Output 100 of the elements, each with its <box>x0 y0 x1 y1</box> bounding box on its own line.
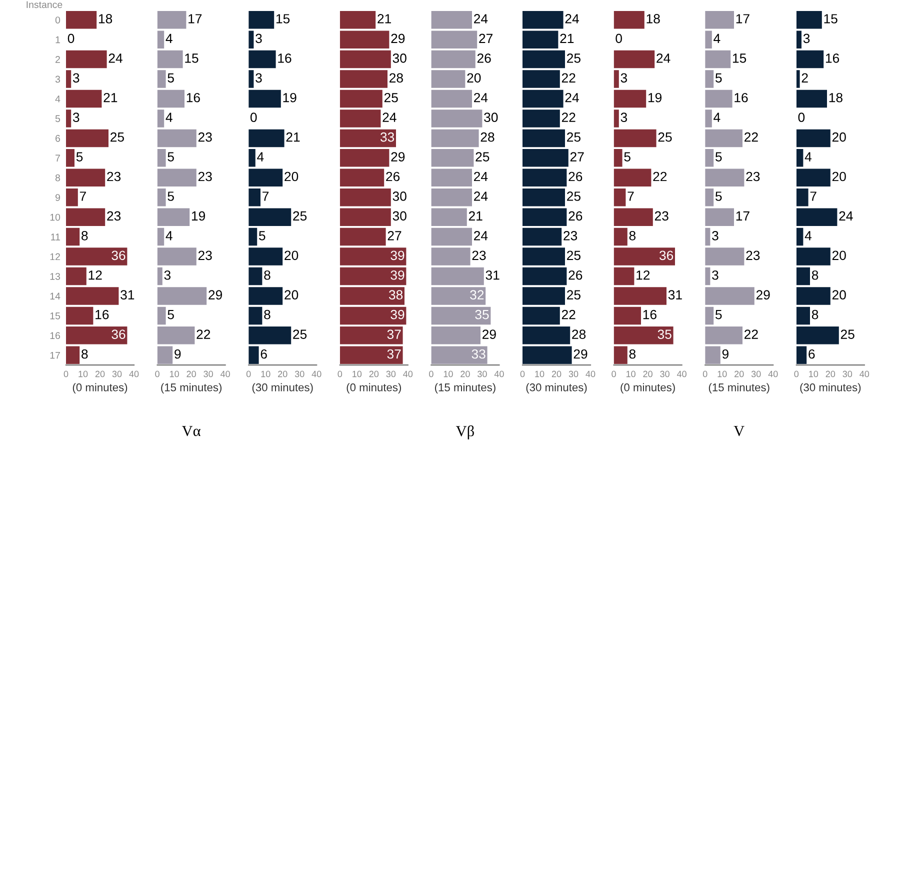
data-label: 23 <box>654 211 668 221</box>
bar <box>66 306 94 325</box>
x-tick-label: 0 <box>429 370 434 378</box>
x-tick-label: 20 <box>552 370 562 378</box>
bar <box>340 129 396 148</box>
x-tick-label: 10 <box>718 370 727 378</box>
data-label: 15 <box>732 54 746 63</box>
data-label: 8 <box>812 310 818 320</box>
bar <box>66 90 102 108</box>
data-label: 37 <box>387 330 401 339</box>
x-tick-label: 30 <box>842 370 852 378</box>
y-tick-label: 8 <box>55 174 60 182</box>
data-label: 31 <box>120 290 134 300</box>
bar <box>796 70 800 88</box>
data-label: 21 <box>560 34 574 43</box>
y-tick-label: 7 <box>56 154 60 162</box>
bar <box>340 228 386 246</box>
data-label: 8 <box>82 231 88 240</box>
data-label: 19 <box>648 92 662 102</box>
data-label: 3 <box>712 270 718 280</box>
x-tick-label: 40 <box>676 370 686 378</box>
x-tick-label: 0 <box>794 370 799 378</box>
data-label: 33 <box>472 349 486 359</box>
bar <box>431 188 472 206</box>
bar <box>248 10 274 29</box>
bar <box>614 248 675 266</box>
bar <box>431 168 472 187</box>
data-label: 27 <box>388 231 402 240</box>
data-label: 24 <box>839 211 853 220</box>
data-label: 30 <box>392 54 406 63</box>
data-label: 4 <box>714 34 720 43</box>
bar <box>796 228 804 246</box>
y-tick-label: 12 <box>50 253 60 260</box>
data-label: 7 <box>628 192 634 201</box>
bar <box>431 346 488 364</box>
bar <box>66 110 72 128</box>
bar <box>157 129 196 148</box>
data-label: 5 <box>168 192 174 201</box>
x-tick-label: 0 <box>338 370 342 378</box>
data-label: 21 <box>286 132 300 142</box>
bar <box>614 306 641 325</box>
bar <box>157 30 164 48</box>
bar <box>796 50 824 68</box>
bar <box>522 90 564 108</box>
data-label: 4 <box>804 231 812 240</box>
data-label: 24 <box>382 112 396 122</box>
y-tick-label: 14 <box>50 292 60 300</box>
bar <box>705 306 714 325</box>
bar <box>248 30 254 48</box>
bar <box>248 326 292 344</box>
data-label: 25 <box>384 92 398 102</box>
bar <box>66 168 106 187</box>
data-label: 23 <box>472 250 486 260</box>
bar <box>248 90 281 108</box>
bar <box>705 129 742 148</box>
data-label: 20 <box>284 250 298 260</box>
data-label: 6 <box>808 349 815 359</box>
bar <box>705 90 732 108</box>
data-label: 23 <box>198 250 212 260</box>
data-label: 29 <box>574 349 588 359</box>
bar <box>522 208 567 226</box>
x-tick-label: 30 <box>751 370 761 378</box>
data-label: 26 <box>477 54 491 63</box>
x-tick-label: 40 <box>768 370 778 378</box>
data-label: 25 <box>567 54 580 63</box>
x-tick-label: 20 <box>278 370 288 378</box>
data-label: 0 <box>68 34 74 44</box>
x-tick-label: 20 <box>369 370 379 378</box>
x-tick-label: 10 <box>170 370 179 378</box>
bar <box>248 188 260 206</box>
bar <box>522 188 565 206</box>
data-label: 23 <box>198 132 212 142</box>
data-label: 24 <box>474 14 488 24</box>
y-tick-label: 5 <box>55 115 60 122</box>
data-label: 9 <box>174 349 181 359</box>
data-label: 9 <box>722 349 728 359</box>
bar <box>340 326 403 344</box>
bar <box>340 30 390 48</box>
y-tick-label: 4 <box>55 96 60 102</box>
bar <box>796 346 807 364</box>
bar <box>340 90 382 108</box>
bar <box>248 50 276 68</box>
data-label: 30 <box>484 112 498 122</box>
data-label: 5 <box>258 231 266 240</box>
data-label: 3 <box>620 73 628 83</box>
x-tick-label: 20 <box>734 370 744 378</box>
x-axis-title: (0 minutes) <box>346 383 401 394</box>
y-tick-label: 10 <box>50 214 60 221</box>
data-label: 35 <box>475 310 489 320</box>
bar <box>248 168 283 187</box>
bar <box>431 129 479 148</box>
data-label: 25 <box>840 330 854 339</box>
bar <box>66 208 106 226</box>
data-label: 22 <box>653 172 667 182</box>
data-label: 3 <box>712 231 718 240</box>
x-tick-label: 10 <box>809 370 818 378</box>
data-label: 29 <box>756 290 770 300</box>
bar <box>522 306 560 325</box>
x-axis-title: (30 minutes) <box>800 383 861 394</box>
x-axis-title: (30 minutes) <box>252 383 313 394</box>
